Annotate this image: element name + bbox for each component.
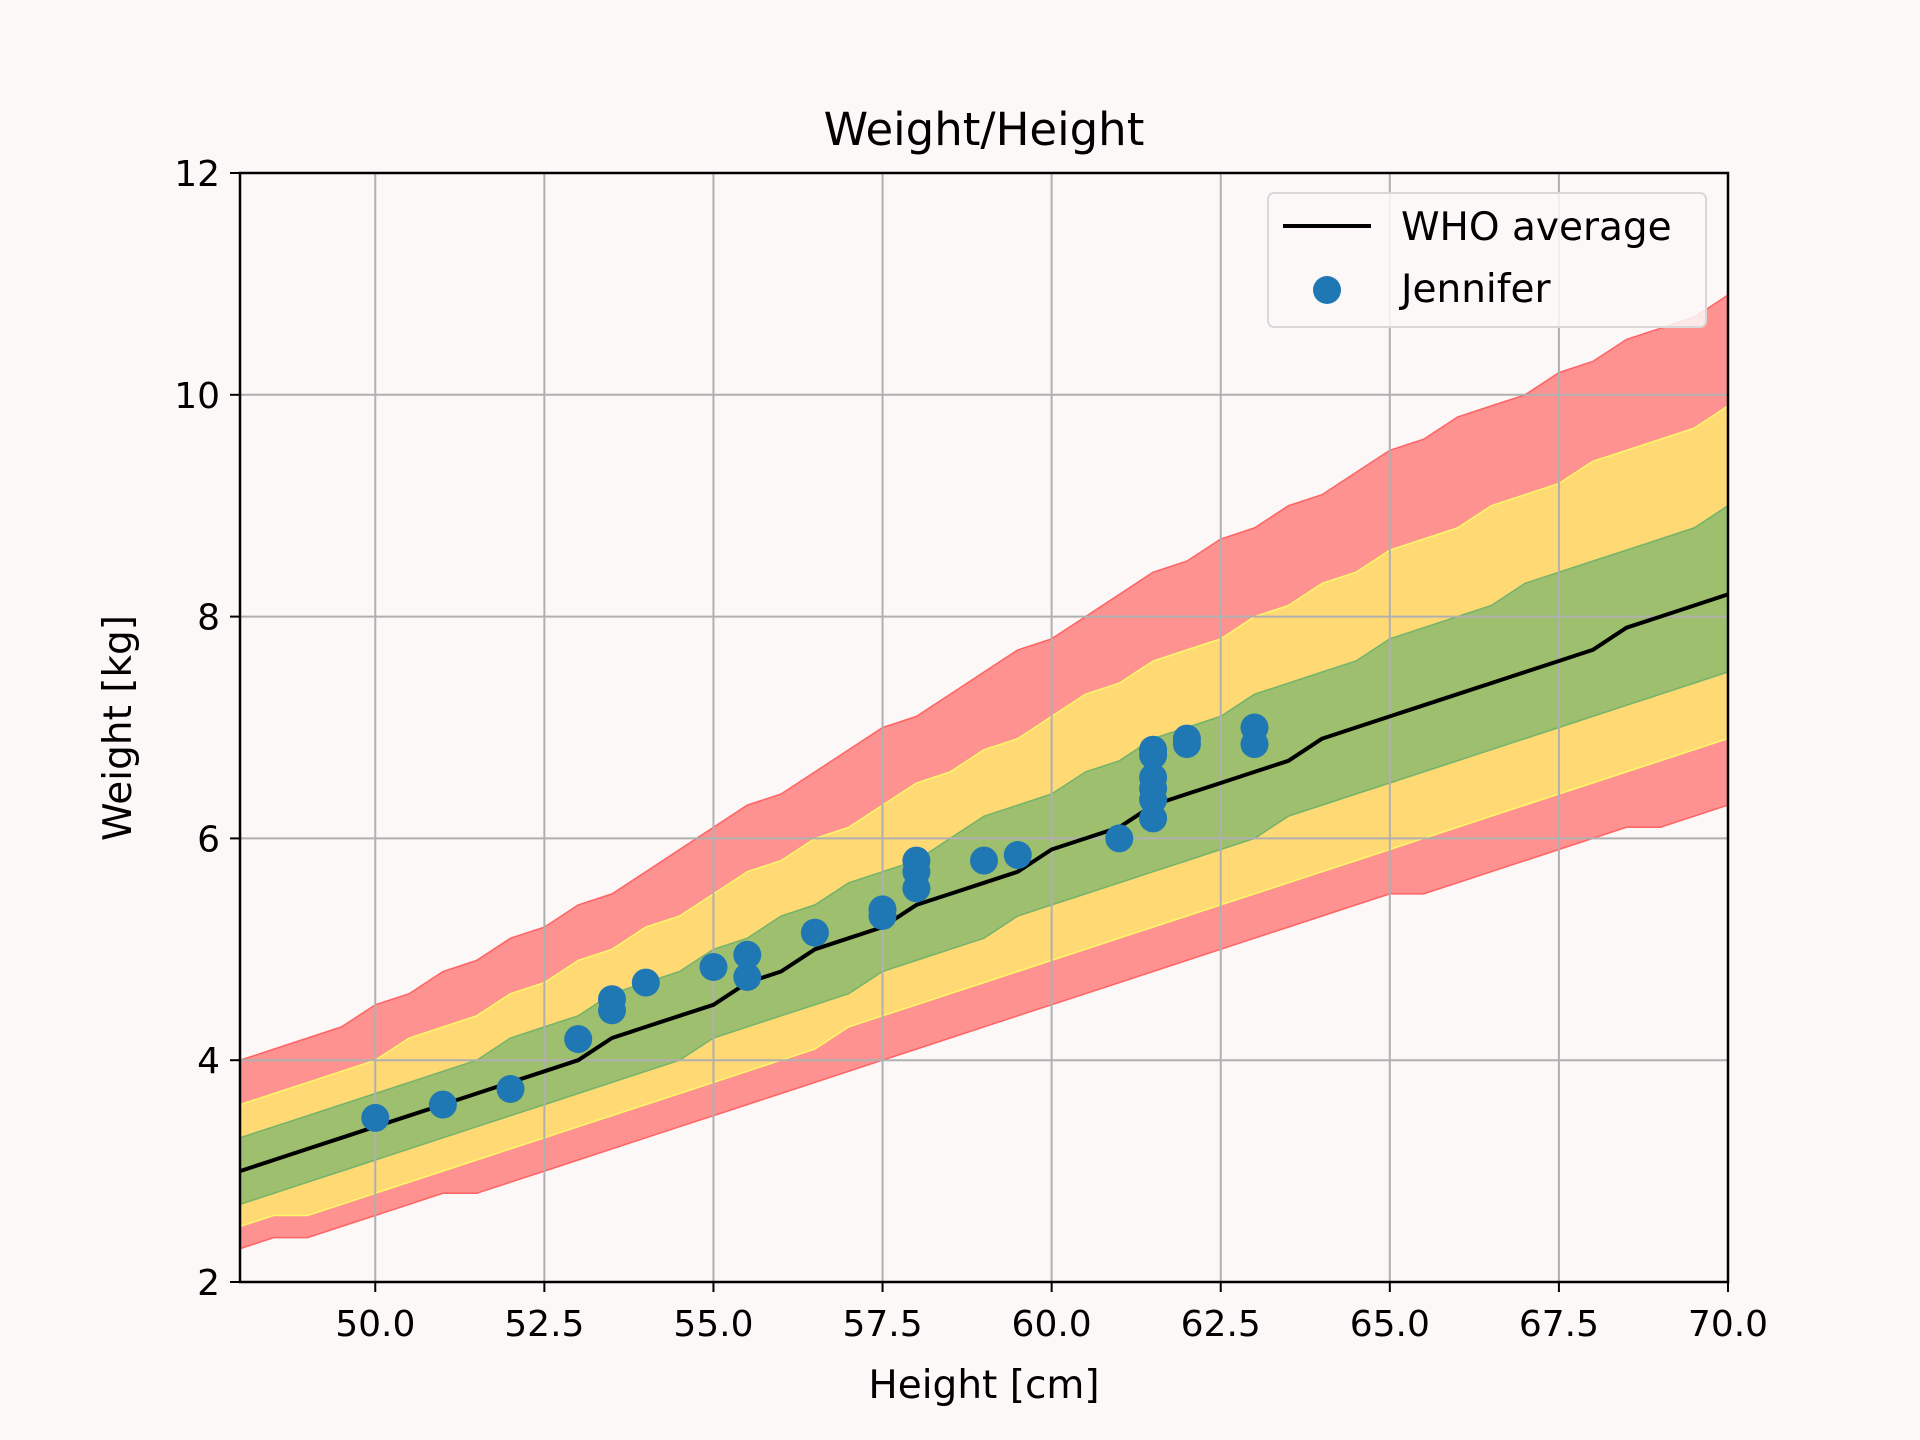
jennifer-point-6: [631, 968, 660, 997]
legend-label-who-average: WHO average: [1401, 205, 1672, 250]
plot-frame: [238, 171, 1730, 1284]
jennifer-point-1: [428, 1090, 457, 1119]
jennifer-point-10: [800, 918, 829, 947]
y-tick-label-1: 4: [197, 1041, 220, 1082]
chart-title: Weight/Height: [824, 103, 1145, 156]
y-axis-ticks: 2 4 6 8 10 12: [174, 154, 240, 1304]
jennifer-point-5: [598, 985, 626, 1014]
jennifer-points: [361, 713, 1269, 1132]
who-average-line-layer: [239, 592, 1729, 1174]
x-tick-label-1: 52.5: [504, 1304, 584, 1345]
jennifer-point-0: [361, 1103, 390, 1132]
jennifer-point-16: [970, 846, 998, 875]
jennifer-point-15: [902, 846, 931, 875]
x-tick-label-4: 60.0: [1012, 1304, 1092, 1345]
jennifer-point-8: [733, 963, 762, 991]
jennifer-point-26: [1172, 724, 1201, 753]
jennifer-point-18: [1105, 824, 1134, 853]
jennifer-point-2: [496, 1075, 525, 1103]
x-axis-label: Height [cm]: [868, 1363, 1099, 1408]
legend: WHO average Jennifer: [1267, 192, 1707, 328]
jennifer-point-9: [733, 940, 762, 969]
legend-label-jennifer: Jennifer: [1398, 267, 1551, 312]
x-tick-label-0: 50.0: [335, 1304, 415, 1345]
x-tick-label-7: 67.5: [1519, 1304, 1599, 1345]
x-tick-label-8: 70.0: [1688, 1304, 1768, 1345]
jennifer-point-22: [1139, 763, 1168, 792]
y-tick-label-0: 2: [197, 1263, 220, 1304]
plot-area: [238, 171, 1730, 1284]
legend-box: [1267, 192, 1707, 328]
jennifer-point-12: [868, 895, 897, 924]
who-average-line: [239, 592, 1729, 1174]
x-tick-label-2: 55.0: [673, 1304, 753, 1345]
y-tick-label-2: 6: [197, 819, 220, 860]
x-tick-label-5: 62.5: [1181, 1304, 1261, 1345]
jennifer-point-28: [1240, 713, 1269, 742]
y-axis-label: Weight [kg]: [96, 615, 141, 841]
x-tick-label-3: 57.5: [842, 1304, 922, 1345]
jennifer-point-24: [1139, 735, 1168, 764]
jennifer-point-3: [564, 1025, 593, 1054]
y-tick-label-3: 8: [197, 598, 220, 639]
y-tick-label-5: 12: [174, 154, 220, 195]
x-axis-ticks: 50.0 52.5 55.0 57.5 60.0 62.5 65.0 67.5 70.0: [335, 1282, 1768, 1345]
jennifer-point-17: [1003, 841, 1032, 869]
jennifer-point-7: [699, 953, 728, 981]
y-tick-label-4: 10: [174, 376, 220, 417]
legend-dot-swatch: [1313, 276, 1341, 304]
x-tick-label-6: 65.0: [1350, 1304, 1430, 1345]
